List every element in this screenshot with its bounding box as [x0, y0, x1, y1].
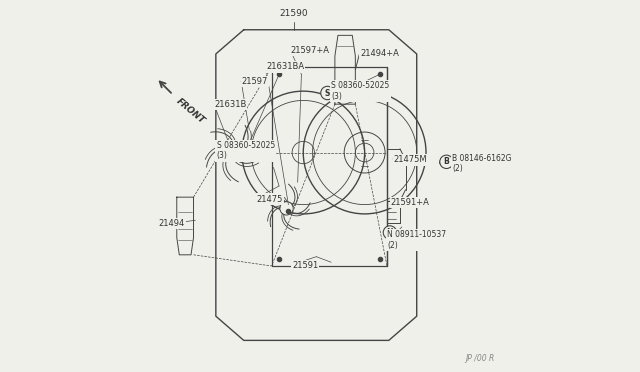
Text: 21631BA: 21631BA — [266, 62, 304, 71]
Circle shape — [284, 206, 289, 211]
Text: JP /00 R: JP /00 R — [465, 354, 495, 363]
Text: 21494+A: 21494+A — [360, 49, 399, 58]
Circle shape — [383, 226, 397, 239]
Text: S 08360-52025
(3): S 08360-52025 (3) — [331, 81, 389, 101]
Text: 21475: 21475 — [257, 195, 283, 203]
Text: 21494: 21494 — [158, 219, 184, 228]
Text: B 08146-6162G
(2): B 08146-6162G (2) — [452, 154, 511, 173]
Text: N 08911-10537
(2): N 08911-10537 (2) — [387, 230, 446, 250]
Text: 21597: 21597 — [242, 77, 268, 86]
Circle shape — [321, 86, 334, 100]
Text: 21631B: 21631B — [214, 100, 246, 109]
Text: 21591: 21591 — [292, 262, 318, 270]
Text: S: S — [237, 144, 243, 153]
Text: S: S — [324, 89, 330, 97]
Text: 21590: 21590 — [280, 9, 308, 17]
Text: FRONT: FRONT — [174, 97, 206, 126]
Circle shape — [229, 149, 236, 156]
Text: S 08360-52025
(3): S 08360-52025 (3) — [216, 141, 275, 160]
Circle shape — [440, 155, 453, 169]
Text: 21591+A: 21591+A — [390, 198, 429, 207]
Circle shape — [280, 202, 293, 215]
Text: B: B — [444, 157, 449, 166]
Text: N: N — [387, 228, 393, 237]
Text: 21597+A: 21597+A — [291, 46, 329, 55]
Circle shape — [225, 144, 241, 161]
Circle shape — [234, 142, 246, 155]
Text: 21475M: 21475M — [394, 155, 428, 164]
